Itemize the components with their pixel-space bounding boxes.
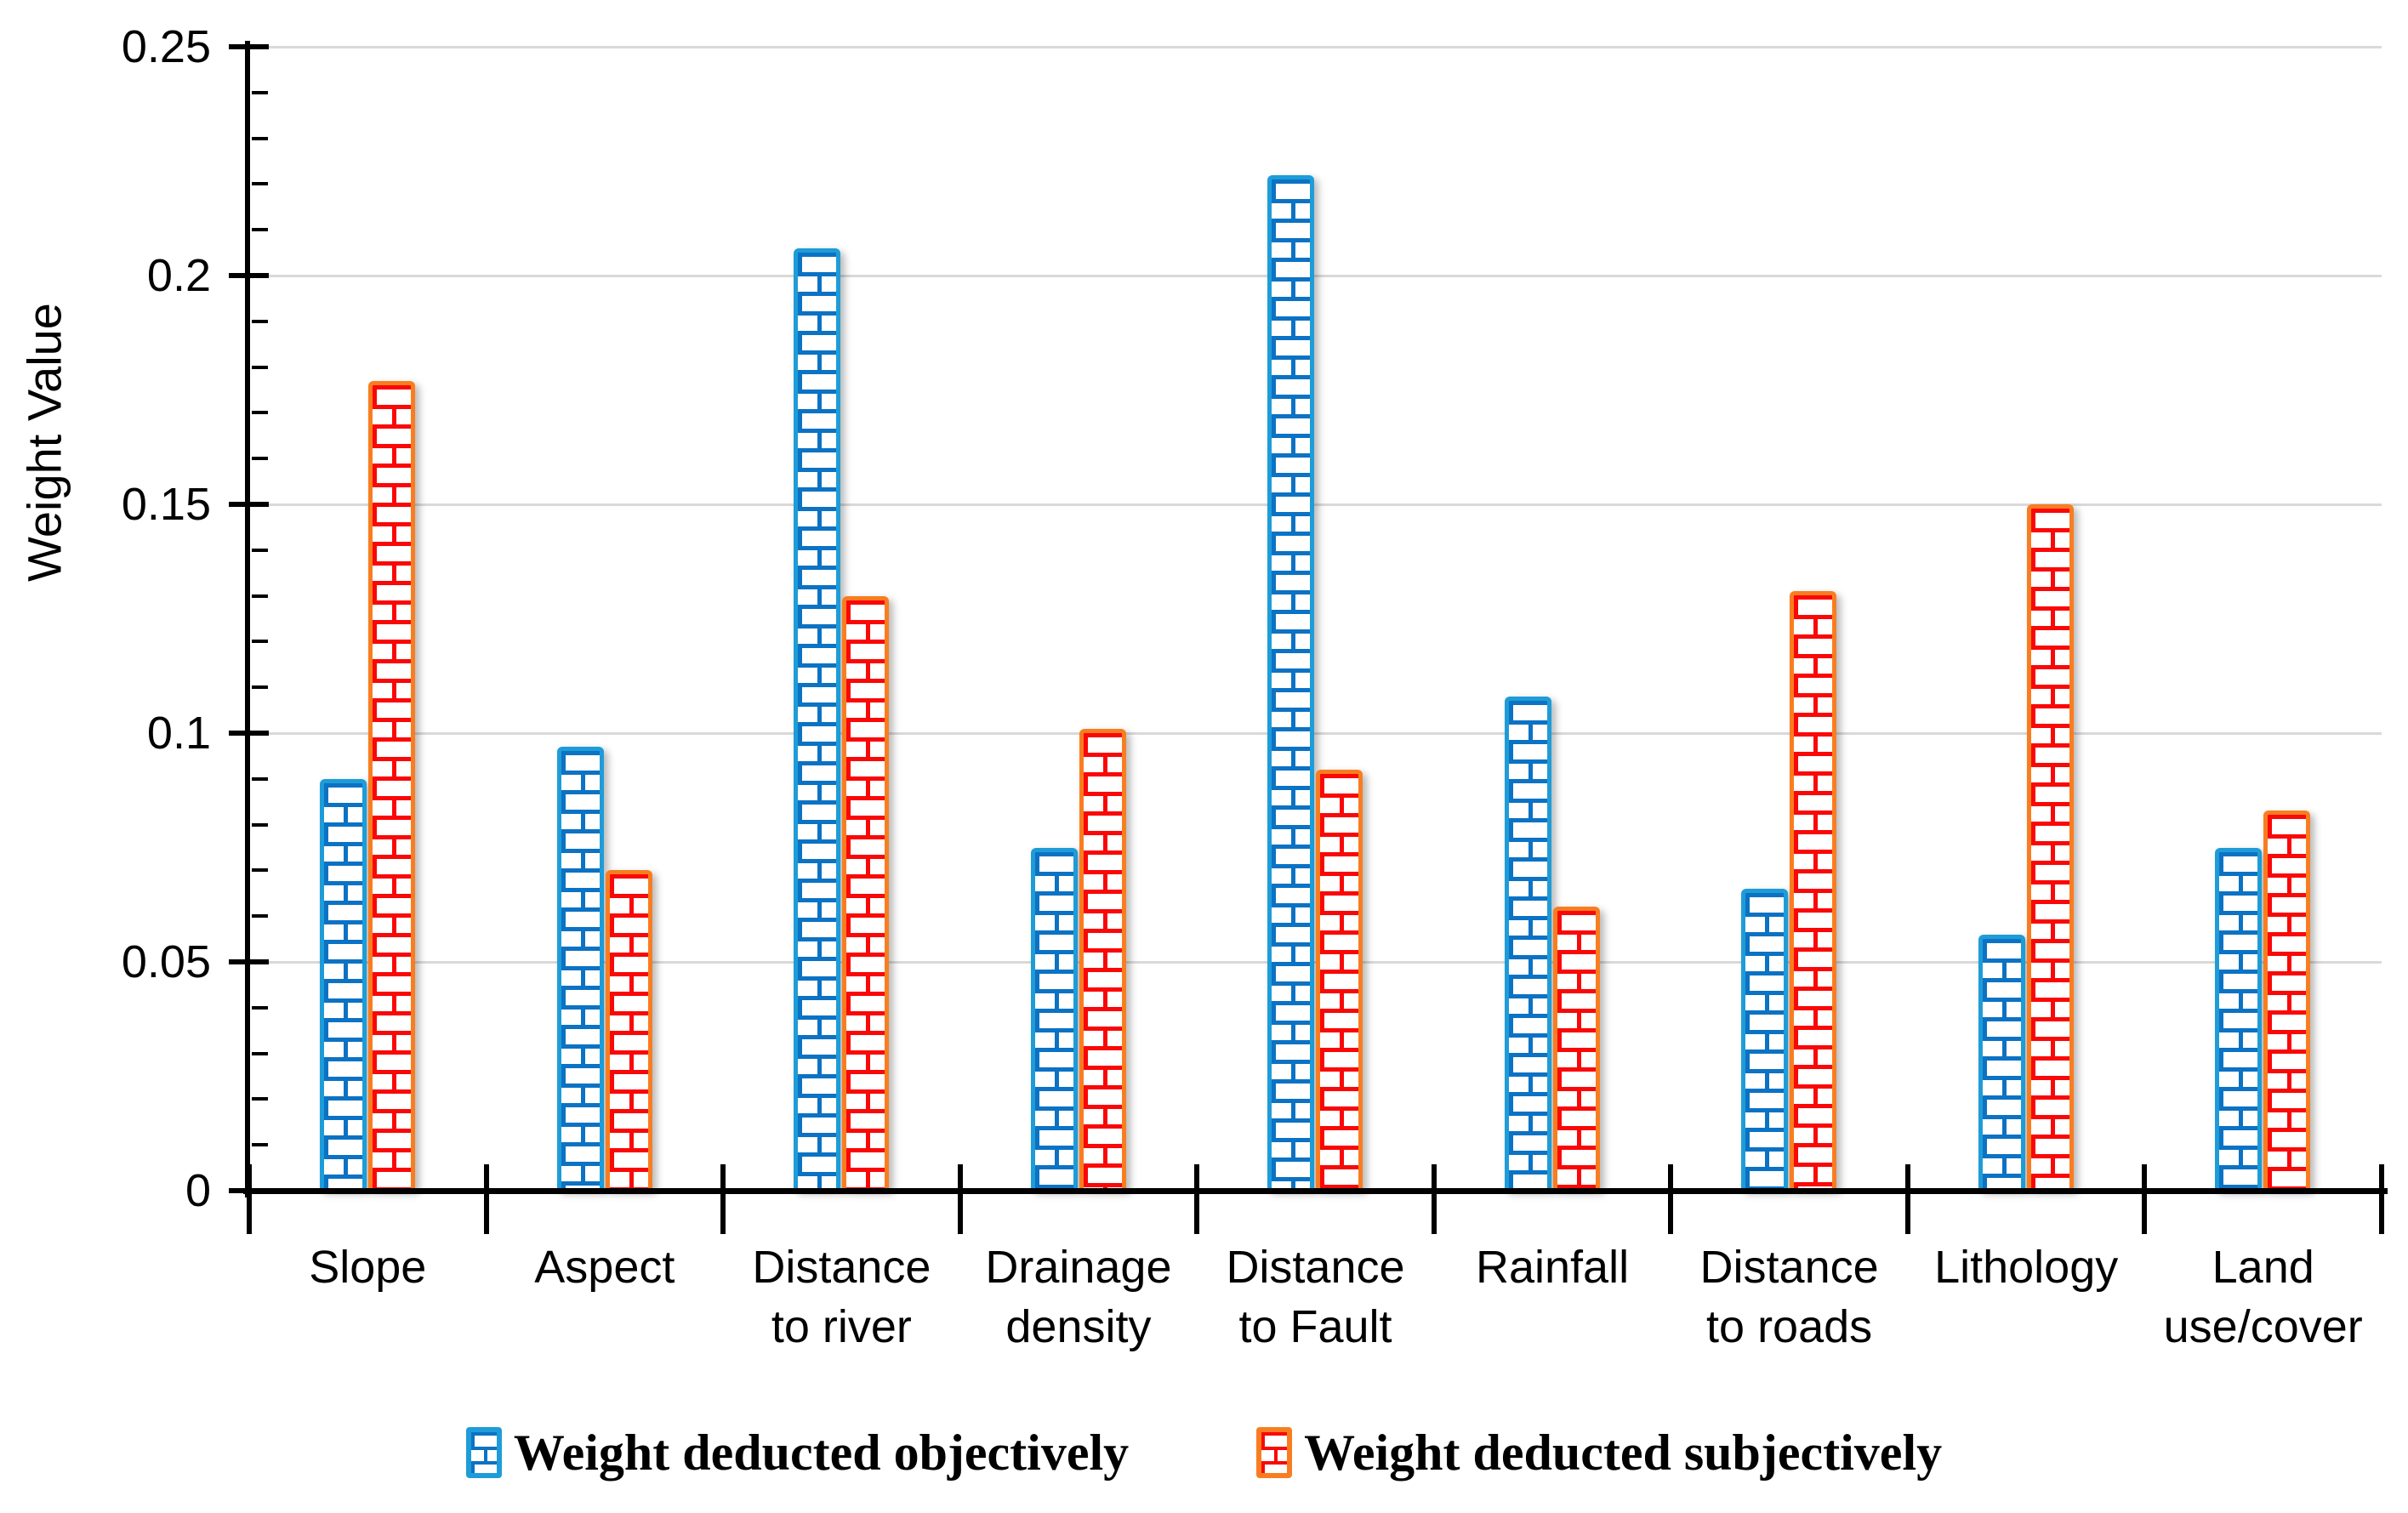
y-minor-tick	[252, 1005, 268, 1010]
x-category-tick	[483, 1164, 489, 1234]
bar-subjectively-slope[interactable]	[368, 380, 415, 1191]
y-tick-label: 0	[185, 1165, 211, 1216]
y-tick-label: 0.2	[146, 250, 211, 301]
y-minor-tick	[252, 182, 268, 186]
gridline	[249, 275, 2382, 277]
bar-objectively-drainage-density[interactable]	[1030, 847, 1078, 1191]
y-minor-tick	[252, 136, 268, 140]
x-category-tick	[2142, 1164, 2148, 1234]
y-tick-label: 0.15	[121, 479, 211, 530]
y-minor-tick	[252, 685, 268, 690]
x-category-label-aspect: Aspect	[534, 1242, 675, 1293]
brick-swatch-red-icon	[1256, 1427, 1293, 1478]
y-minor-tick	[252, 1143, 268, 1147]
x-category-label-slope: Slope	[309, 1242, 427, 1293]
y-axis-line	[245, 41, 250, 1197]
y-major-tick	[229, 273, 269, 278]
bar-objectively-land-use-cover[interactable]	[2215, 847, 2263, 1191]
bar-subjectively-drainage-density[interactable]	[1079, 728, 1126, 1191]
bar-objectively-aspect[interactable]	[556, 747, 604, 1191]
x-axis-line	[243, 1188, 2388, 1194]
legend-item-subjective[interactable]: Weight deducted subjectively	[1256, 1424, 1942, 1482]
legend-item-objective[interactable]: Weight deducted objectively	[465, 1424, 1130, 1482]
x-category-label-lithology: Lithology	[1934, 1242, 2119, 1293]
gridline	[249, 46, 2382, 48]
y-minor-tick	[252, 640, 268, 644]
y-tick-label: 0.25	[121, 21, 211, 72]
x-category-tick	[1431, 1164, 1437, 1234]
y-minor-tick	[252, 776, 268, 781]
x-category-label-rainfall: Rainfall	[1475, 1242, 1630, 1293]
y-minor-tick	[252, 1097, 268, 1101]
y-minor-tick	[252, 457, 268, 461]
bar-objectively-distance-to-river[interactable]	[794, 247, 841, 1191]
y-minor-tick	[252, 365, 268, 369]
y-minor-tick	[252, 548, 268, 552]
bar-objectively-distance-to-roads[interactable]	[1741, 888, 1789, 1191]
y-minor-tick	[252, 90, 268, 94]
y-major-tick	[229, 959, 269, 964]
gridline	[249, 961, 2382, 964]
y-tick-label: 0.1	[146, 708, 211, 759]
x-category-tick	[957, 1164, 963, 1234]
legend: Weight deducted objectively Weight deduc…	[0, 1402, 2408, 1504]
legend-label: Weight deducted objectively	[513, 1424, 1130, 1481]
x-category-tick	[1904, 1164, 1910, 1234]
bar-subjectively-lithology[interactable]	[2026, 504, 2074, 1191]
x-category-label-drainage-density: Drainage density	[985, 1242, 1172, 1352]
y-major-tick	[229, 502, 269, 507]
gridline	[249, 732, 2382, 735]
x-category-tick	[247, 1164, 252, 1234]
x-category-tick	[720, 1164, 726, 1234]
bar-subjectively-rainfall[interactable]	[1552, 907, 1600, 1191]
x-category-label-distance-to-fault: Distance to Fault	[1226, 1242, 1405, 1352]
brick-swatch-blue-icon	[465, 1427, 502, 1478]
bar-objectively-distance-to-fault[interactable]	[1267, 174, 1315, 1191]
x-category-tick	[1668, 1164, 1674, 1234]
y-minor-tick	[252, 868, 268, 873]
bar-objectively-rainfall[interactable]	[1504, 696, 1551, 1191]
bar-subjectively-aspect[interactable]	[605, 870, 652, 1191]
y-minor-tick	[252, 914, 268, 919]
y-major-tick	[229, 731, 269, 736]
gridline	[249, 503, 2382, 506]
bar-subjectively-distance-to-fault[interactable]	[1316, 770, 1363, 1191]
bar-subjectively-distance-to-roads[interactable]	[1790, 591, 1837, 1191]
y-minor-tick	[252, 1051, 268, 1055]
bar-subjectively-land-use-cover[interactable]	[2263, 811, 2311, 1191]
y-minor-tick	[252, 228, 268, 232]
x-category-label-land-use-cover: Land use/cover	[2163, 1242, 2363, 1352]
bar-objectively-lithology[interactable]	[1978, 934, 2025, 1191]
x-category-tick	[2379, 1164, 2384, 1234]
y-minor-tick	[252, 319, 268, 323]
bar-subjectively-distance-to-river[interactable]	[842, 595, 890, 1191]
y-minor-tick	[252, 594, 268, 598]
y-axis-title: Weight Value	[17, 303, 71, 582]
y-minor-tick	[252, 411, 268, 415]
y-tick-label: 0.05	[121, 936, 211, 987]
x-category-label-distance-to-roads: Distance to roads	[1699, 1242, 1879, 1352]
plot-area	[249, 46, 2382, 1191]
legend-label: Weight deducted subjectively	[1304, 1424, 1943, 1481]
x-category-tick	[1194, 1164, 1200, 1234]
y-major-tick	[229, 44, 269, 49]
y-minor-tick	[252, 822, 268, 827]
bar-objectively-slope[interactable]	[320, 778, 367, 1191]
x-category-label-distance-to-river: Distance to river	[752, 1242, 931, 1352]
